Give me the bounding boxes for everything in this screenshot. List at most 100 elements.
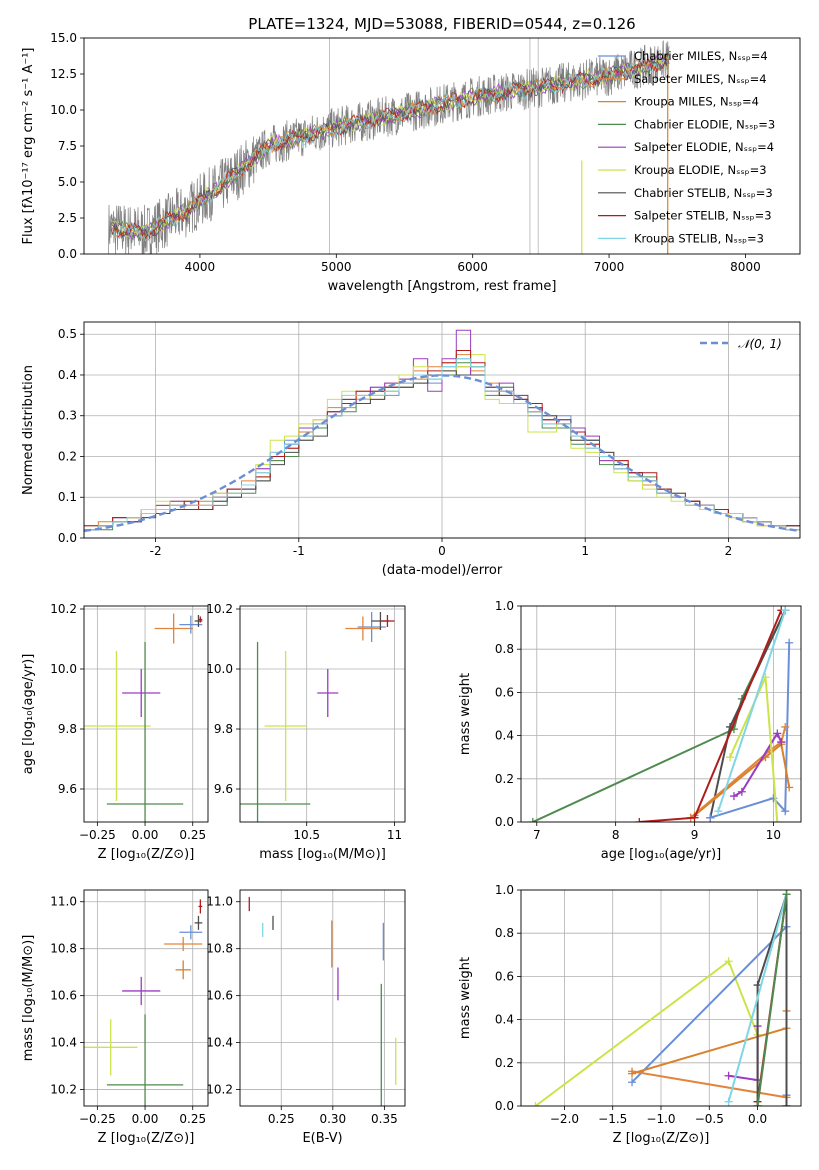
data-point — [357, 612, 386, 642]
x-tick-label: 5000 — [321, 260, 352, 274]
y-axis-label: mass weight — [458, 957, 473, 1039]
legend-label: Salpeter ELODIE, Nₛₛₚ=4 — [634, 140, 774, 154]
data-point — [84, 1019, 138, 1076]
weight-marker — [781, 722, 790, 731]
y-tick-label: 9.6 — [214, 782, 233, 796]
x-tick-label: 0.00 — [132, 828, 159, 842]
y-tick-label: 10.2 — [50, 602, 77, 616]
legend-label: Chabrier ELODIE, Nₛₛₚ=3 — [634, 117, 775, 131]
y-tick-label: 0.0 — [58, 247, 77, 261]
x-tick-label: 0.30 — [319, 1112, 346, 1126]
weight-marker — [773, 729, 782, 738]
data-point — [198, 899, 203, 914]
y-tick-label: 10.2 — [206, 1083, 233, 1097]
y-tick-label: 12.5 — [50, 67, 77, 81]
y-tick-label: 0.2 — [58, 449, 77, 463]
normal-curve — [83, 374, 801, 533]
y-tick-label: 15.0 — [50, 31, 77, 45]
data-point — [198, 616, 203, 623]
x-tick-label: 11 — [387, 828, 402, 842]
mass_vs_age-frame — [239, 605, 406, 823]
y-tick-label: 0.1 — [58, 490, 77, 504]
weight-marker — [781, 606, 790, 615]
x-tick-label: 2 — [725, 544, 733, 558]
y-tick-label: 0.4 — [495, 1013, 514, 1027]
y-tick-label: 10.2 — [206, 602, 233, 616]
y-tick-label: 10.6 — [206, 989, 233, 1003]
x-tick-label: 7 — [533, 828, 541, 842]
weight-marker — [737, 787, 746, 796]
weight-marker — [773, 818, 782, 822]
weight-marker — [724, 957, 733, 966]
x-tick-label: 4000 — [185, 260, 216, 274]
x-axis-label: wavelength [Angstrom, rest frame] — [328, 279, 557, 294]
data-point — [345, 616, 381, 641]
x-tick-label: 9 — [691, 828, 699, 842]
chart-title: PLATE=1324, MJD=53088, FIBERID=0544, z=0… — [248, 15, 635, 33]
data-point — [264, 651, 307, 801]
legend-label: Chabrier MILES, Nₛₛₚ=4 — [634, 49, 768, 63]
y-tick-label: 10.0 — [50, 103, 77, 117]
z_vs_mass-axes: −0.25 0.00 0.25 10.2 10.4 10.6 10.8 11.0 Z [log₁… — [21, 889, 209, 1146]
y-tick-label: 0.4 — [58, 368, 77, 382]
x-tick-label: 7000 — [594, 260, 625, 274]
ebv_vs_mass-grid — [240, 890, 405, 1106]
x-axis-label: E(B-V) — [302, 1131, 342, 1146]
x-tick-label: −0.25 — [79, 1112, 116, 1126]
weight-marker — [729, 792, 738, 801]
age_weight-grid — [521, 605, 801, 823]
legend-label: 𝒩(0, 1) — [738, 337, 782, 351]
y-tick-label: 0.2 — [495, 1056, 514, 1070]
data-point — [240, 642, 311, 822]
x-tick-label: 0.0 — [748, 1112, 767, 1126]
x-tick-label: 1 — [581, 544, 589, 558]
weight-marker — [635, 818, 644, 822]
weight-marker — [628, 1078, 637, 1087]
x-tick-label: 0.25 — [179, 1112, 206, 1126]
x-axis-label: Z [log₁₀(Z/Z⊙)] — [98, 1131, 195, 1146]
y-tick-label: 10.4 — [50, 1036, 77, 1050]
weight-series — [756, 894, 788, 1106]
x-tick-label: 8 — [612, 828, 620, 842]
weight-marker — [753, 1102, 762, 1106]
y-tick-label: 10.8 — [206, 942, 233, 956]
weight-marker — [690, 813, 699, 822]
data-point — [175, 960, 191, 980]
y-tick-label: 1.0 — [495, 883, 514, 897]
data-point — [380, 615, 395, 627]
legend-label: Chabrier STELIB, Nₛₛₚ=3 — [634, 186, 773, 200]
weight-marker — [777, 738, 786, 747]
y-axis-label: Normed distribution — [21, 365, 36, 495]
x-tick-label: −2.0 — [550, 1112, 579, 1126]
y-tick-label: 9.6 — [58, 782, 77, 796]
y-tick-label: 0.8 — [495, 926, 514, 940]
weight-marker — [726, 753, 735, 762]
y-tick-label: 2.5 — [58, 211, 77, 225]
y-tick-label: 10.4 — [206, 1036, 233, 1050]
weight-marker — [785, 783, 794, 792]
y-axis-label: age [log₁₀(age/yr)] — [21, 654, 36, 775]
y-tick-label: 10.8 — [50, 942, 77, 956]
data-point — [106, 1014, 184, 1106]
spectrum-legend: Chabrier MILES, Nₛₛₚ=4 Salpeter MILES, Nₛ… — [598, 49, 775, 245]
legend-label: Salpeter STELIB, Nₛₛₚ=3 — [634, 209, 772, 223]
y-axis-label: Flux [fλ10⁻¹⁷ erg cm⁻² s⁻¹ A⁻¹] — [21, 48, 36, 245]
x-axis-label: (data-model)/error — [382, 563, 503, 578]
data-point — [317, 669, 339, 717]
y-tick-label: 0.5 — [58, 327, 77, 341]
ebv_vs_mass-frame — [239, 889, 406, 1107]
x-tick-label: -2 — [150, 544, 162, 558]
weight-series — [639, 609, 783, 822]
y-tick-label: 0.8 — [495, 642, 514, 656]
z_vs_mass-frame — [83, 889, 209, 1107]
weight-series — [733, 731, 783, 797]
x-axis-label: mass [log₁₀(M/M⊙)] — [259, 847, 386, 862]
weight-series — [693, 742, 791, 817]
y-tick-label: 0.6 — [495, 685, 514, 699]
data-point — [84, 651, 151, 801]
age_weight-frame — [520, 605, 802, 823]
y-tick-label: 0.4 — [495, 729, 514, 743]
z_vs_age-frame — [83, 605, 209, 823]
age_weight-axes: 7 8 9 10 0.0 0.2 0.4 0.6 0.8 1.0 age [log₁₀(age/yr… — [458, 599, 802, 862]
